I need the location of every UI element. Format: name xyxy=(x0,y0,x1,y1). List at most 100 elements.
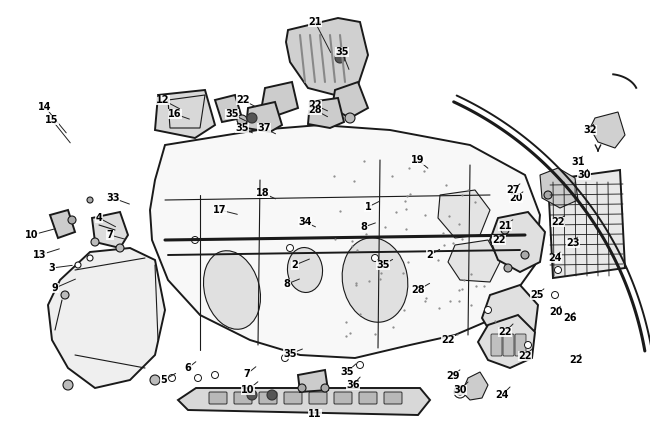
Polygon shape xyxy=(262,82,298,115)
Text: 22: 22 xyxy=(518,351,532,361)
Text: 37: 37 xyxy=(257,123,271,133)
Polygon shape xyxy=(332,82,368,118)
Circle shape xyxy=(501,226,509,234)
Text: 2: 2 xyxy=(292,260,298,270)
Circle shape xyxy=(454,386,466,398)
Text: 15: 15 xyxy=(46,115,58,125)
Circle shape xyxy=(247,390,257,400)
Polygon shape xyxy=(448,240,500,282)
Text: 18: 18 xyxy=(256,188,270,198)
Text: 23: 23 xyxy=(566,238,580,248)
Ellipse shape xyxy=(342,238,408,322)
Polygon shape xyxy=(548,170,625,278)
Text: 24: 24 xyxy=(548,253,562,263)
Text: 22: 22 xyxy=(236,95,250,105)
Polygon shape xyxy=(286,18,368,95)
Polygon shape xyxy=(155,90,215,138)
Text: 35: 35 xyxy=(226,109,239,119)
Polygon shape xyxy=(490,212,545,272)
Circle shape xyxy=(211,372,218,378)
Circle shape xyxy=(183,128,189,134)
Text: 19: 19 xyxy=(411,155,424,165)
Circle shape xyxy=(521,251,529,259)
Text: 35: 35 xyxy=(235,123,249,133)
Circle shape xyxy=(335,53,345,63)
Text: 31: 31 xyxy=(571,157,585,167)
FancyBboxPatch shape xyxy=(334,392,352,404)
Text: 20: 20 xyxy=(549,307,563,317)
Text: 7: 7 xyxy=(244,369,250,379)
Circle shape xyxy=(194,375,202,381)
Text: 10: 10 xyxy=(25,230,39,240)
Text: 36: 36 xyxy=(346,380,359,390)
Circle shape xyxy=(87,197,93,203)
Text: 29: 29 xyxy=(447,371,460,381)
Text: 22: 22 xyxy=(551,217,565,227)
Polygon shape xyxy=(590,112,625,148)
FancyBboxPatch shape xyxy=(259,392,277,404)
Text: 12: 12 xyxy=(156,95,170,105)
Polygon shape xyxy=(92,212,128,248)
Polygon shape xyxy=(215,95,242,122)
Text: 34: 34 xyxy=(298,217,312,227)
Text: 9: 9 xyxy=(51,283,58,293)
Text: 21: 21 xyxy=(308,17,322,27)
Text: 8: 8 xyxy=(361,222,367,232)
Ellipse shape xyxy=(287,248,322,293)
Circle shape xyxy=(267,390,277,400)
Text: 17: 17 xyxy=(213,205,227,215)
Polygon shape xyxy=(48,248,165,388)
Circle shape xyxy=(551,291,558,299)
Polygon shape xyxy=(462,372,488,400)
Text: 8: 8 xyxy=(283,279,291,289)
Text: 22: 22 xyxy=(569,355,583,365)
FancyBboxPatch shape xyxy=(234,392,252,404)
Text: 32: 32 xyxy=(583,125,597,135)
Circle shape xyxy=(91,238,99,246)
Circle shape xyxy=(544,191,552,199)
Circle shape xyxy=(281,354,289,362)
Text: 24: 24 xyxy=(495,390,509,400)
Polygon shape xyxy=(482,285,538,342)
Circle shape xyxy=(116,244,124,252)
Circle shape xyxy=(372,254,378,262)
Text: 30: 30 xyxy=(453,385,467,395)
Circle shape xyxy=(237,115,247,125)
FancyBboxPatch shape xyxy=(309,392,327,404)
Text: 28: 28 xyxy=(308,105,322,115)
Text: 3: 3 xyxy=(49,263,55,273)
FancyBboxPatch shape xyxy=(209,392,227,404)
Text: 1: 1 xyxy=(365,202,371,212)
Polygon shape xyxy=(298,370,328,392)
Polygon shape xyxy=(308,98,344,128)
Circle shape xyxy=(247,113,257,123)
Text: 35: 35 xyxy=(340,367,354,377)
FancyBboxPatch shape xyxy=(384,392,402,404)
Text: 30: 30 xyxy=(577,170,591,180)
Text: 21: 21 xyxy=(499,221,512,231)
FancyBboxPatch shape xyxy=(359,392,377,404)
Circle shape xyxy=(298,384,306,392)
Circle shape xyxy=(525,341,532,348)
Text: 35: 35 xyxy=(376,260,390,270)
Polygon shape xyxy=(478,315,535,368)
Text: 27: 27 xyxy=(506,185,520,195)
Circle shape xyxy=(168,375,176,381)
Text: 22: 22 xyxy=(308,100,322,110)
Circle shape xyxy=(287,245,294,251)
Text: 35: 35 xyxy=(283,349,297,359)
Circle shape xyxy=(484,306,491,314)
Circle shape xyxy=(345,113,355,123)
Circle shape xyxy=(192,236,198,244)
Polygon shape xyxy=(178,388,430,415)
Text: 16: 16 xyxy=(168,109,182,119)
Text: 35: 35 xyxy=(335,47,349,57)
Text: 7: 7 xyxy=(107,230,113,240)
Text: 2: 2 xyxy=(426,250,434,260)
Circle shape xyxy=(75,262,81,268)
Circle shape xyxy=(87,255,93,261)
Circle shape xyxy=(457,389,463,395)
FancyBboxPatch shape xyxy=(503,334,514,356)
Text: 5: 5 xyxy=(161,375,168,385)
Ellipse shape xyxy=(203,251,261,329)
